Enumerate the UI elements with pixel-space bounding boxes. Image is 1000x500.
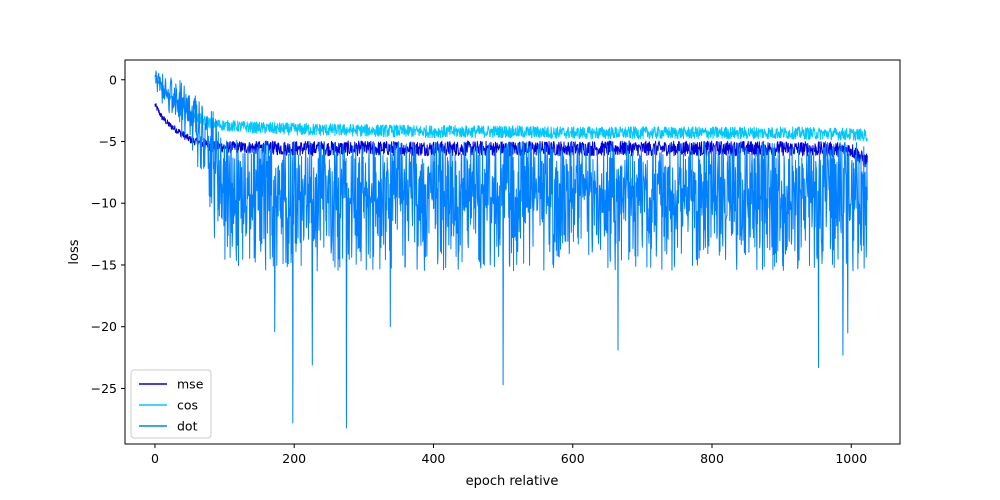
y-tick-label: −10 — [91, 196, 117, 211]
x-tick-label: 800 — [700, 451, 724, 466]
x-axis-label: epoch relative — [466, 474, 559, 489]
series-line-cos — [154, 77, 868, 142]
plot-lines — [154, 70, 868, 429]
y-axis-label: loss — [67, 239, 82, 264]
y-axis-ticks: 0 −5 −10 −15 −20 −25 — [91, 72, 125, 396]
x-axis-ticks: 0 200 400 600 800 1000 — [151, 444, 867, 466]
legend-label-dot: dot — [177, 419, 198, 434]
y-tick-label: −25 — [91, 381, 117, 396]
x-tick-label: 400 — [422, 451, 446, 466]
series-line-dot — [154, 70, 868, 429]
y-tick-label: 0 — [109, 72, 117, 87]
x-tick-label: 1000 — [835, 451, 867, 466]
x-tick-label: 600 — [561, 451, 585, 466]
legend: mse cos dot — [130, 369, 212, 439]
y-tick-label: −15 — [91, 257, 117, 272]
axes-frame — [124, 59, 901, 445]
y-tick-label: −5 — [99, 134, 117, 149]
legend-label-mse: mse — [177, 377, 204, 392]
legend-label-cos: cos — [177, 398, 198, 413]
x-tick-label: 0 — [151, 451, 159, 466]
x-tick-label: 200 — [282, 451, 306, 466]
y-tick-label: −20 — [91, 319, 117, 334]
legend-box — [130, 369, 212, 439]
